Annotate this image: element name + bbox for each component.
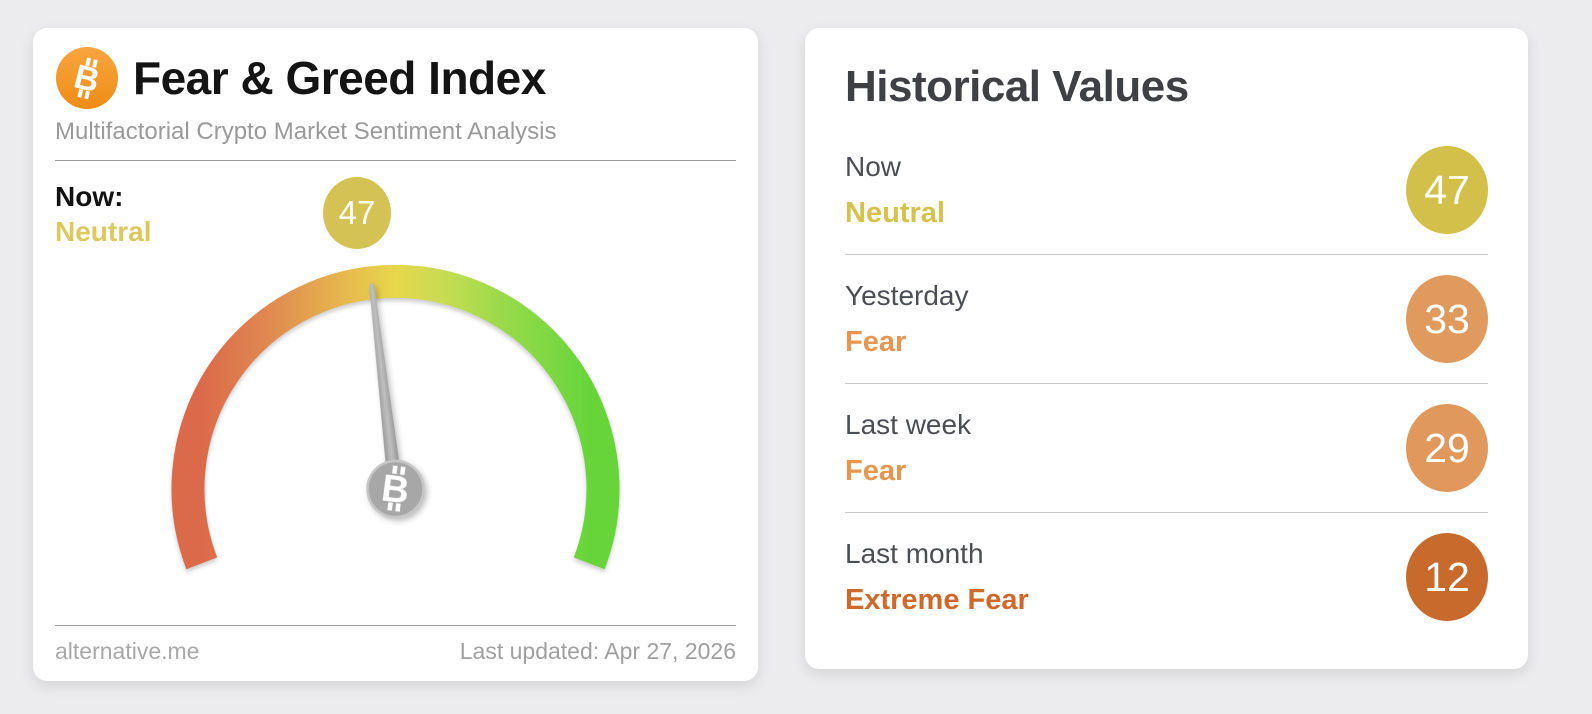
card-subtitle: Multifactorial Crypto Market Sentiment A…: [55, 118, 557, 145]
card-footer: alternative.me Last updated: Apr 27, 202…: [55, 638, 736, 665]
history-row-sentiment: Fear: [845, 325, 907, 358]
history-row-sentiment: Extreme Fear: [845, 583, 1029, 616]
history-value-badge: 47: [1406, 146, 1488, 234]
history-rows: Now Neutral 47 Yesterday Fear 33 Last we…: [845, 126, 1488, 641]
history-row-label: Yesterday: [845, 279, 969, 311]
history-value-badge: 29: [1406, 404, 1488, 492]
svg-text:B: B: [379, 467, 412, 512]
gauge-arc: [171, 264, 620, 570]
fear-greed-gauge: B: [171, 264, 620, 570]
current-value-row: Now: Neutral 47: [55, 177, 736, 253]
history-row-label: Last month: [845, 537, 984, 569]
gauge-needle: B: [366, 282, 425, 519]
history-row-sentiment: Neutral: [845, 196, 945, 229]
history-row-label: Now: [845, 150, 902, 182]
history-value-badge: 33: [1406, 275, 1488, 363]
history-title: Historical Values: [845, 62, 1189, 111]
card-header: B Fear & Greed Index: [55, 46, 736, 110]
now-label: Now:: [55, 181, 124, 212]
gauge-hub: [366, 459, 425, 519]
footer-divider: [55, 625, 736, 626]
last-updated-text: Last updated: Apr 27, 2026: [459, 638, 736, 664]
historical-values-card: Historical Values Now Neutral 47 Yesterd…: [805, 28, 1528, 669]
hub-bitcoin-icon: B: [379, 465, 412, 513]
fear-greed-card: B Fear & Greed Index Multifactorial Cryp…: [33, 28, 758, 681]
history-row-sentiment: Fear: [845, 454, 907, 487]
history-row-last-month: Last month Extreme Fear 12: [845, 512, 1488, 641]
history-row-yesterday: Yesterday Fear 33: [845, 254, 1488, 383]
bitcoin-icon: B: [56, 47, 118, 109]
gauge-value-badge: 47: [323, 177, 391, 249]
history-value-badge: 12: [1406, 533, 1488, 621]
history-row-label: Last week: [845, 408, 972, 440]
now-sentiment: Neutral: [55, 216, 152, 247]
alternative-me-link[interactable]: alternative.me: [55, 638, 200, 664]
history-row-now: Now Neutral 47: [845, 126, 1488, 254]
page-title: Fear & Greed Index: [133, 52, 546, 104]
header-divider: [55, 160, 736, 161]
history-row-last-week: Last week Fear 29: [845, 383, 1488, 512]
